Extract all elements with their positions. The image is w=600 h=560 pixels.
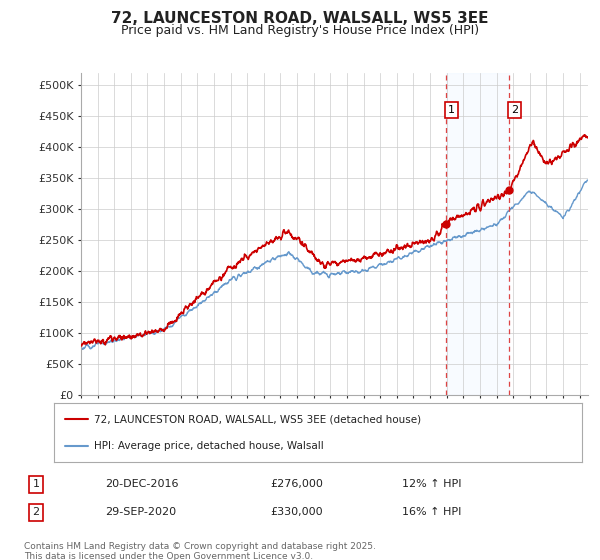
Text: HPI: Average price, detached house, Walsall: HPI: Average price, detached house, Wals… <box>94 441 323 451</box>
Text: 29-SEP-2020: 29-SEP-2020 <box>105 507 176 517</box>
Text: 20-DEC-2016: 20-DEC-2016 <box>105 479 179 489</box>
Text: Price paid vs. HM Land Registry's House Price Index (HPI): Price paid vs. HM Land Registry's House … <box>121 24 479 36</box>
Text: 72, LAUNCESTON ROAD, WALSALL, WS5 3EE (detached house): 72, LAUNCESTON ROAD, WALSALL, WS5 3EE (d… <box>94 414 421 424</box>
Text: 72, LAUNCESTON ROAD, WALSALL, WS5 3EE: 72, LAUNCESTON ROAD, WALSALL, WS5 3EE <box>111 11 489 26</box>
Text: £276,000: £276,000 <box>270 479 323 489</box>
Bar <box>446 73 509 395</box>
Text: 2: 2 <box>511 105 518 115</box>
Text: 2: 2 <box>32 507 40 517</box>
Text: 12% ↑ HPI: 12% ↑ HPI <box>402 479 461 489</box>
Text: 1: 1 <box>32 479 40 489</box>
Text: 16% ↑ HPI: 16% ↑ HPI <box>402 507 461 517</box>
Text: £330,000: £330,000 <box>270 507 323 517</box>
Text: 1: 1 <box>448 105 455 115</box>
Text: Contains HM Land Registry data © Crown copyright and database right 2025.
This d: Contains HM Land Registry data © Crown c… <box>24 542 376 560</box>
